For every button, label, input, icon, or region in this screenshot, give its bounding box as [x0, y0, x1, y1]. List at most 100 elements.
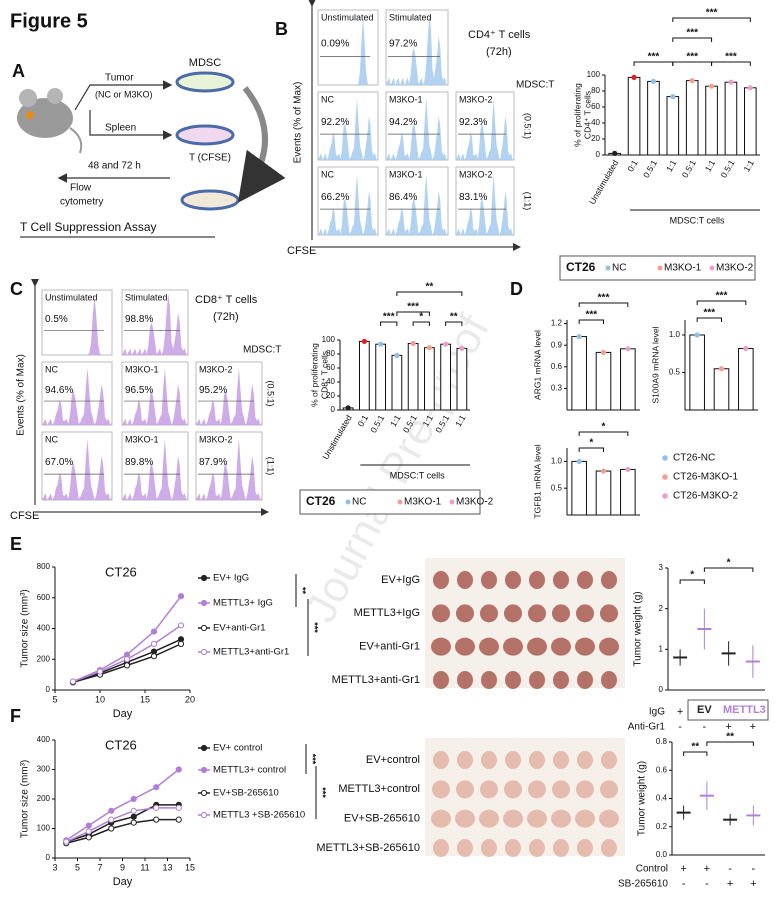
y-axis-label: S100A9 mRNA level: [650, 326, 660, 403]
tumor: [504, 604, 522, 623]
legend-label: METTL3: [723, 704, 766, 716]
axis-label: Events (% of Max): [16, 354, 27, 436]
flow-percent: 98.8%: [125, 314, 153, 325]
y-tick-label: 80: [591, 86, 600, 95]
tumor: [481, 671, 497, 689]
y-axis-label: Tumor weight (g): [633, 591, 644, 666]
significance: *: [602, 422, 606, 433]
bar: [724, 81, 738, 156]
bar-dot: [708, 83, 715, 89]
bar: [375, 343, 386, 411]
ratio: (0.5:1): [523, 113, 533, 139]
significance: **: [425, 282, 433, 293]
legend-marker: [200, 624, 208, 632]
bar-dot: [631, 74, 637, 80]
flow-percent: 92.2%: [321, 117, 349, 128]
flow-subtitle: (72h): [213, 311, 239, 323]
tumor: [599, 637, 619, 656]
significance: ***: [310, 622, 320, 633]
bracket: [380, 321, 398, 326]
y-tick-label: 300: [37, 765, 51, 774]
legend-dot: [662, 474, 668, 480]
bracket: [445, 321, 463, 326]
histogram: [196, 438, 262, 500]
row-label: METTL3+anti-Gr1: [332, 674, 420, 686]
legend-marker: [200, 766, 208, 774]
legend-dot: [605, 265, 611, 271]
y-tick-label: 0.4: [656, 794, 668, 803]
legend-dot: [709, 265, 715, 271]
histogram: [318, 98, 378, 160]
histogram: [386, 98, 448, 160]
flow-percent: 0.09%: [321, 38, 349, 49]
tumor: [433, 751, 449, 769]
sign: -: [728, 863, 732, 875]
flow-percent: 89.8%: [125, 457, 153, 468]
bar-dot: [600, 349, 607, 355]
y-axis-label: Tumor weight (g): [637, 761, 648, 836]
flow-cell: [41, 289, 113, 356]
sign: -: [752, 863, 756, 875]
significance: ***: [318, 787, 328, 798]
bar-dot: [612, 150, 618, 156]
point: [108, 807, 115, 814]
y-tick-label: 60: [326, 363, 335, 372]
x-tick-label: 1:1: [741, 158, 756, 173]
histogram: [196, 368, 262, 425]
point: [150, 640, 158, 647]
bar-dot: [694, 332, 700, 338]
label: (NC or M3KO): [95, 89, 153, 99]
tumor: [601, 751, 617, 769]
point: [63, 838, 70, 845]
x-tick-label: 5: [52, 694, 57, 704]
legend-label: CT26-NC: [673, 453, 715, 464]
axis-label: Events (% of Max): [293, 82, 304, 164]
legend-marker: [200, 811, 208, 819]
flow-label: M3KO-2: [199, 434, 233, 444]
y-tick-label: 20: [326, 391, 335, 400]
bar-dot: [394, 352, 400, 358]
y-tick-label: 40: [591, 118, 600, 127]
significance: **: [726, 732, 734, 743]
flow-percent: 87.9%: [199, 457, 227, 468]
x-axis-label: MDSC:T cells: [670, 215, 725, 225]
tumor: [552, 604, 570, 623]
tumor: [431, 637, 451, 656]
legend-label: EV+anti-Gr1: [213, 623, 266, 634]
flow-label: M3KO-1: [389, 169, 423, 179]
bar-dot: [747, 85, 753, 91]
flow-label: M3KO-1: [389, 94, 423, 104]
x-tick-label: 0:1: [355, 413, 370, 428]
x-tick-label: 9: [120, 862, 125, 872]
bar: [571, 336, 587, 411]
tumor: [481, 751, 497, 769]
bar: [689, 334, 705, 411]
legend-label: CT26-M3KO-2: [673, 491, 738, 502]
legend-title: CT26: [306, 494, 336, 508]
y-tick-label: 3: [659, 563, 664, 572]
bar-dot: [670, 94, 676, 100]
flow-label: NC: [45, 364, 58, 374]
ratio-label: MDSC:T: [243, 345, 281, 356]
legend-marker: [200, 648, 208, 656]
bar-dot: [718, 366, 725, 372]
point: [69, 678, 77, 685]
histogram: [122, 368, 188, 425]
tumor: [457, 751, 473, 769]
point: [96, 668, 104, 675]
point: [153, 784, 160, 791]
tumor: [479, 809, 499, 828]
tumor: [480, 604, 498, 623]
legend-label: EV+ control: [213, 743, 262, 754]
histogram: [122, 293, 188, 355]
tumor: [600, 604, 618, 623]
legend-dot: [449, 499, 455, 505]
bar-dot: [743, 345, 749, 352]
bar: [391, 354, 403, 411]
flow-label: NC: [45, 434, 58, 444]
legend-dot: [662, 455, 668, 461]
tumor: [433, 671, 449, 689]
significance: **: [298, 587, 308, 595]
label: Tumor: [105, 73, 134, 84]
legend-title: CT26: [566, 260, 596, 274]
